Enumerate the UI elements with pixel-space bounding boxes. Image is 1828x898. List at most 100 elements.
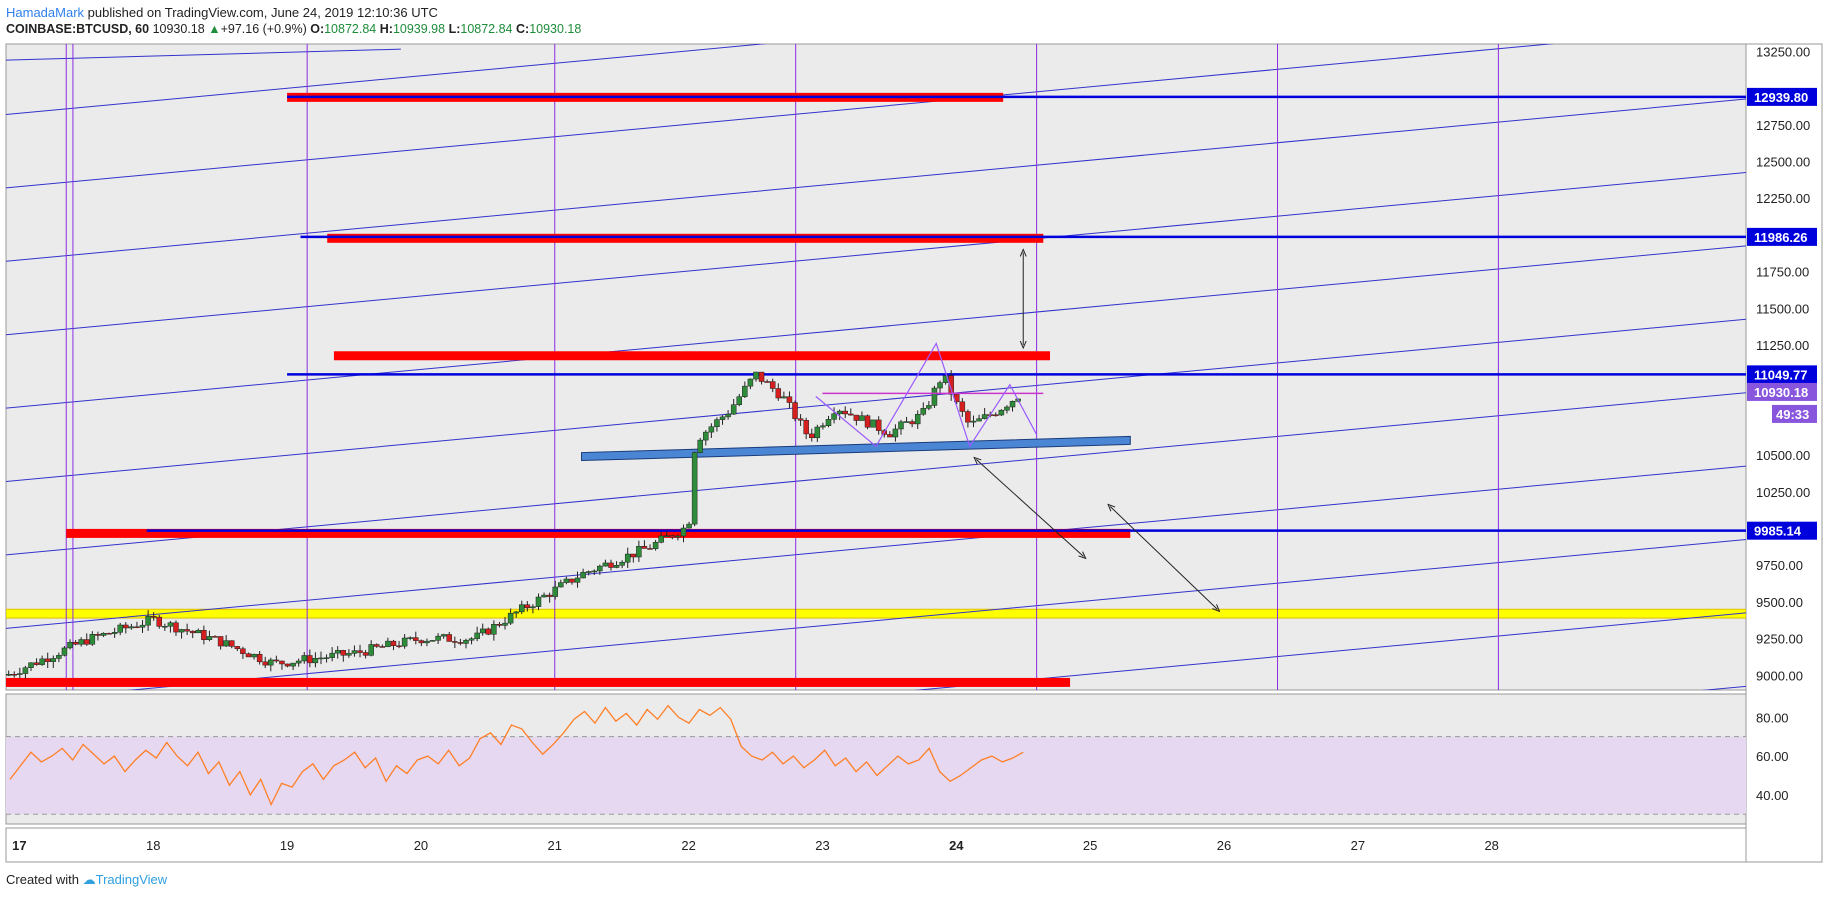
candle-up <box>195 630 202 634</box>
candle-up <box>1004 406 1010 411</box>
rsi-tick-label: 40.00 <box>1756 788 1789 803</box>
candle-up <box>814 426 821 439</box>
candle-up <box>563 578 570 583</box>
candle-up <box>781 396 787 399</box>
candle-down <box>758 371 765 382</box>
candle-up <box>931 387 938 406</box>
rsi-tick-label: 60.00 <box>1756 749 1789 764</box>
candle-up <box>368 644 374 656</box>
candle-up <box>753 371 759 380</box>
candle-down <box>775 388 782 399</box>
candle-down <box>229 640 235 647</box>
candle-up <box>22 667 29 674</box>
price-tick-label: 10250.00 <box>1756 485 1810 500</box>
candle-up <box>530 606 536 609</box>
open-label: O: <box>310 22 325 36</box>
candle-up <box>479 628 486 634</box>
candle-down <box>875 419 882 431</box>
candle-down <box>993 414 999 417</box>
candle-up <box>502 622 508 626</box>
low-label: L: <box>448 22 461 36</box>
candle-up <box>89 634 96 645</box>
candle-down <box>769 381 776 389</box>
high-label: H: <box>379 22 393 36</box>
candle-down <box>452 641 458 643</box>
candle-up <box>602 562 609 567</box>
price-level-label: 11986.26 <box>1754 230 1808 245</box>
price-change: +97.16 (+0.9%) <box>220 22 307 36</box>
author-link[interactable]: HamadaMark <box>6 5 85 20</box>
candle-up <box>664 535 670 537</box>
candle-up <box>312 657 319 664</box>
candle-down <box>273 659 280 662</box>
candle-up <box>407 637 413 639</box>
resistance-zone <box>6 677 1071 687</box>
candle-down <box>150 616 157 618</box>
candle-down <box>44 658 51 662</box>
candle-down <box>608 562 614 568</box>
candle-up <box>591 570 598 573</box>
candle-down <box>217 636 224 647</box>
price-level-label: 9985.14 <box>1754 524 1802 539</box>
candle-up <box>50 658 57 662</box>
candle-up <box>736 396 743 405</box>
price-tick-label: 12250.00 <box>1756 191 1810 206</box>
candle-up <box>725 413 731 418</box>
candle-down <box>797 418 804 421</box>
candle-down <box>864 415 871 428</box>
candle-up <box>831 413 837 420</box>
current-price-label: 10930.18 <box>1754 385 1808 400</box>
time-tick-label: 24 <box>949 838 964 853</box>
candle-down <box>245 653 252 658</box>
candle-up <box>585 571 592 573</box>
candle-up <box>111 632 118 634</box>
candle-up <box>903 421 910 423</box>
time-tick-label: 20 <box>414 838 428 853</box>
rsi-band <box>6 736 1746 815</box>
price-level-label: 12939.80 <box>1754 90 1808 105</box>
footer: Created with ☁TradingView <box>6 870 167 890</box>
candle-down <box>357 650 363 653</box>
candle-up <box>334 650 341 654</box>
candle-up <box>892 428 899 438</box>
price-tick-label: 13250.00 <box>1756 44 1810 59</box>
rising-trendline <box>581 435 1131 462</box>
candle-down <box>641 546 648 549</box>
candle-down <box>909 421 915 425</box>
channel-line <box>6 245 1746 409</box>
candle-up <box>346 653 352 656</box>
channel-line <box>6 48 401 61</box>
candle-up <box>251 653 257 658</box>
price-pane <box>5 43 1747 691</box>
candle-up <box>859 415 865 421</box>
candle-down <box>669 535 676 538</box>
price-tick-label: 9500.00 <box>1756 595 1803 610</box>
tradingview-logo-icon[interactable]: ☁ <box>82 872 96 887</box>
candle-down <box>786 396 793 403</box>
publish-line: HamadaMark published on TradingView.com,… <box>6 4 581 21</box>
candle-up <box>468 638 475 641</box>
candle-up <box>17 673 23 675</box>
price-level-tag <box>1747 365 1817 384</box>
candle-up <box>574 577 581 583</box>
candle-up <box>78 639 84 645</box>
price-tick-label: 11250.00 <box>1756 338 1809 353</box>
tradingview-link[interactable]: TradingView <box>95 872 168 887</box>
price-level-label: 11049.77 <box>1754 367 1808 382</box>
candle-down <box>184 629 190 632</box>
candle-up <box>1009 400 1016 408</box>
candle-up <box>223 640 229 647</box>
candle-up <box>976 418 982 422</box>
candle-up <box>401 637 408 647</box>
candle-up <box>580 571 586 579</box>
channel-line <box>6 318 1746 483</box>
candle-up <box>139 624 146 628</box>
candle-up <box>658 535 664 543</box>
candle-down <box>959 401 966 412</box>
candle-down <box>212 636 218 638</box>
candle-down <box>418 640 425 644</box>
channel-line <box>6 98 1746 262</box>
channel-line <box>6 465 1746 629</box>
time-tick-label: 25 <box>1083 838 1097 853</box>
